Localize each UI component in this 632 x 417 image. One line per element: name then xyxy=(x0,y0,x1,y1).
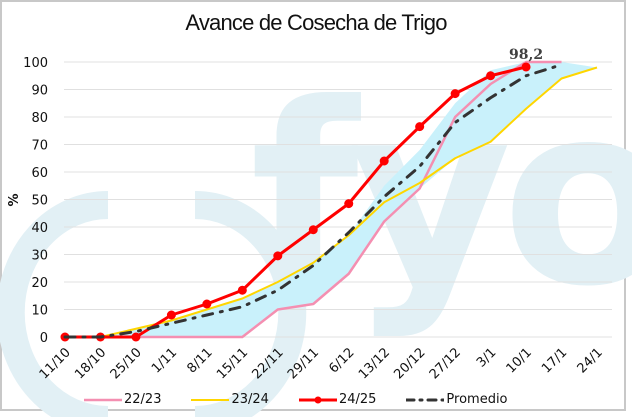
data-point xyxy=(202,299,212,309)
y-axis-label: % xyxy=(7,193,22,206)
legend-item-23-24: 23/24 xyxy=(191,392,269,407)
y-tick-label: 90 xyxy=(31,84,48,99)
data-point xyxy=(521,62,531,72)
y-tick-label: 10 xyxy=(31,304,48,319)
data-point xyxy=(308,225,318,235)
watermark-logo: fyo xyxy=(0,50,632,417)
data-label-annotation: 98,2 xyxy=(509,47,543,63)
legend-item-24-25: 24/25 xyxy=(298,392,377,407)
y-tick-label: 0 xyxy=(40,331,48,346)
legend-swatch-icon xyxy=(298,393,337,407)
x-tick-label: 24/1 xyxy=(575,345,606,376)
data-point xyxy=(415,122,425,132)
x-tick-label: 17/1 xyxy=(539,345,570,376)
legend-swatch-icon xyxy=(406,393,445,407)
series-24-25 xyxy=(60,62,531,342)
range-band xyxy=(65,62,597,337)
x-tick-label: 1/11 xyxy=(149,345,180,376)
data-point xyxy=(273,251,283,261)
legend-label: Promedio xyxy=(446,392,508,407)
y-tick-label: 20 xyxy=(31,276,48,291)
y-tick-label: 70 xyxy=(31,139,48,154)
series-22-23 xyxy=(65,60,562,339)
legend-item-22-23: 22/23 xyxy=(84,392,161,407)
y-tick-label: 50 xyxy=(31,194,48,209)
x-tick-label: 8/11 xyxy=(184,345,215,376)
legend-label: 22/23 xyxy=(124,392,162,407)
x-tick-label: 6/12 xyxy=(326,345,357,376)
x-tick-label: 25/10 xyxy=(108,345,145,382)
y-tick-label: 30 xyxy=(31,249,48,264)
x-tick-label: 18/10 xyxy=(72,345,109,382)
x-tick-label: 13/12 xyxy=(356,345,393,382)
x-tick-label: 20/12 xyxy=(391,345,428,382)
x-tick-label: 27/12 xyxy=(427,345,464,382)
x-tick-label: 3/1 xyxy=(474,345,499,370)
data-point xyxy=(379,156,389,166)
x-tick-label: 10/1 xyxy=(504,345,535,376)
data-point xyxy=(486,71,496,81)
chart-legend: 22/23 23/24 24/25 Promedio xyxy=(84,392,538,407)
x-tick-label: 15/11 xyxy=(214,345,251,382)
y-tick-label: 60 xyxy=(31,166,48,181)
data-point xyxy=(344,199,354,209)
legend-swatch-icon xyxy=(191,393,230,407)
series-promedio xyxy=(63,63,564,339)
y-tick-label: 100 xyxy=(23,56,48,71)
data-point xyxy=(131,332,141,342)
legend-label: 23/24 xyxy=(231,392,269,407)
legend-item-promedio: Promedio xyxy=(406,392,508,407)
legend-swatch-icon xyxy=(84,393,122,407)
y-tick-label: 80 xyxy=(31,111,48,126)
chart-title: Avance de Cosecha de Trigo xyxy=(185,10,447,35)
data-point xyxy=(237,285,247,295)
data-point xyxy=(450,89,460,99)
y-tick-label: 40 xyxy=(31,221,48,236)
legend-label: 24/25 xyxy=(338,392,377,407)
data-point xyxy=(166,310,176,320)
x-tick-label: 11/10 xyxy=(37,345,74,382)
